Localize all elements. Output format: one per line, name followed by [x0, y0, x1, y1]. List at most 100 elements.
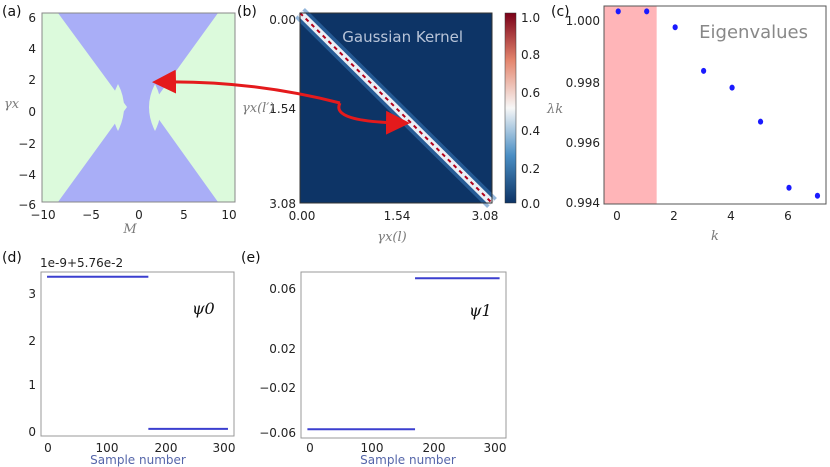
eigenvalue-point	[757, 118, 764, 125]
colorbar-tick: 1.0	[521, 11, 540, 25]
b-ytick: 0.00	[269, 13, 296, 27]
d-offset-text: 1e-9+5.76e-2	[40, 256, 123, 270]
c-ytick: 0.996	[566, 136, 600, 150]
a-xtick: 5	[180, 208, 188, 222]
panel-b-frame	[299, 12, 493, 204]
a-xtick: 0	[135, 208, 143, 222]
panel-a-yticks: 6 4 2 0 −2 −4 −6	[18, 11, 36, 212]
a-ytick: 6	[28, 11, 36, 25]
b-ylabel: γx(l′)	[242, 101, 274, 116]
eigenvalue-points	[615, 8, 821, 199]
kernel-diagonal-peak	[299, 12, 493, 204]
connecting-arrows	[152, 69, 410, 135]
b-title: Gaussian Kernel	[342, 28, 463, 46]
panel-d-yticks: 3 2 1 0	[28, 287, 36, 439]
a-ytick: 2	[28, 73, 36, 87]
c-xtick: 2	[670, 209, 678, 223]
a-ytick: −4	[18, 168, 36, 182]
c-ytick: 0.994	[566, 196, 600, 210]
e-ytick: 0.02	[269, 342, 296, 356]
panel-b-label: (b)	[237, 4, 257, 20]
d-xlabel: Sample number	[90, 453, 186, 467]
panel-d-plot: ψ0	[40, 271, 235, 437]
eigenvalue-point	[814, 192, 821, 199]
e-annotation: ψ1	[469, 301, 492, 320]
eigenvalue-point	[615, 8, 621, 15]
e-xlabel: Sample number	[360, 453, 456, 467]
panel-c-frame	[603, 5, 827, 205]
a-ytick: 0	[28, 105, 36, 119]
e-xtick: 0	[306, 441, 314, 455]
colorbar-tick: 0.2	[521, 162, 540, 176]
c-ylabel: λk	[546, 102, 563, 117]
panel-a-label: (a)	[2, 4, 22, 20]
eigenvalue-point	[729, 84, 735, 91]
psi1-series	[307, 277, 500, 431]
d-xtick: 100	[96, 441, 119, 455]
topological-region	[58, 13, 218, 202]
a-ylabel: γx	[4, 97, 20, 112]
c-xtick: 6	[784, 209, 792, 223]
d-xtick: 300	[213, 441, 236, 455]
a-ytick: 4	[28, 42, 36, 56]
c-xlabel: k	[711, 229, 719, 244]
panel-e-frame	[300, 271, 507, 439]
a-ytick: −2	[18, 137, 36, 151]
b-ytick: 3.08	[269, 197, 296, 211]
e-xtick: 100	[361, 441, 384, 455]
panel-b-heatmap: Gaussian Kernel	[295, 8, 497, 208]
b-xtick: 1.54	[384, 209, 411, 223]
panel-a-frame	[41, 12, 236, 203]
d-xtick: 0	[44, 441, 52, 455]
d-xtick: 200	[155, 441, 178, 455]
eigenvalue-point	[644, 8, 650, 15]
b-ytick: 1.54	[269, 102, 296, 116]
panel-c-yticks: 1.000 0.998 0.996 0.994	[566, 14, 600, 210]
a-xtick: −10	[30, 208, 55, 222]
c-title: Eigenvalues	[699, 22, 808, 43]
panel-d-frame	[40, 271, 235, 437]
panel-e-yticks: 0.06 0.02 −0.02 −0.06	[259, 282, 296, 440]
eigenvalue-point	[786, 184, 792, 191]
b-xtick: 3.08	[472, 209, 499, 223]
panel-b-yticks: 0.00 1.54 3.08	[269, 13, 296, 211]
colorbar-tick: 0.8	[521, 48, 540, 62]
panel-e-label: (e)	[241, 250, 261, 266]
eigenvalue-point	[672, 24, 678, 31]
d-ytick: 2	[28, 334, 36, 348]
e-ytick: 0.06	[269, 282, 296, 296]
highlight-region	[604, 6, 657, 204]
b-xlabel: γx(l)	[377, 230, 406, 245]
colorbar-tick: 0.6	[521, 86, 540, 100]
psi0-series	[47, 275, 228, 430]
c-ytick: 1.000	[566, 14, 600, 28]
colorbar-tick: 0.4	[521, 124, 540, 138]
a-xtick: −5	[82, 208, 100, 222]
d-ytick: 1	[28, 378, 36, 392]
panel-e-plot: ψ1	[300, 271, 507, 439]
panel-c-label: (c)	[551, 4, 570, 20]
c-xtick: 0	[613, 209, 621, 223]
d-ytick: 0	[28, 425, 36, 439]
e-xtick: 300	[484, 441, 507, 455]
c-xtick: 4	[727, 209, 735, 223]
panel-a-phase-diagram	[41, 12, 236, 203]
a-ytick: −6	[18, 198, 36, 212]
d-ytick: 3	[28, 287, 36, 301]
c-ytick: 0.998	[566, 76, 600, 90]
panel-b-colorbar: 1.0 0.8 0.6 0.4 0.2 0.0	[504, 11, 540, 211]
b-xtick: 0.00	[289, 209, 316, 223]
phase-island-left	[112, 84, 124, 131]
e-ytick: −0.02	[259, 381, 296, 395]
colorbar-tick: 0.0	[521, 197, 540, 211]
arrow-to-panel-b	[337, 102, 410, 135]
panel-c-plot: Eigenvalues	[603, 5, 827, 205]
eigenvalue-point	[701, 67, 707, 74]
colorbar	[504, 12, 517, 204]
arrow-to-panel-a	[152, 69, 341, 105]
panel-c-xticks: 0 2 4 6	[613, 209, 792, 223]
phase-island-right	[149, 84, 161, 131]
panel-d-label: (d)	[2, 250, 22, 266]
d-annotation: ψ0	[192, 299, 215, 318]
